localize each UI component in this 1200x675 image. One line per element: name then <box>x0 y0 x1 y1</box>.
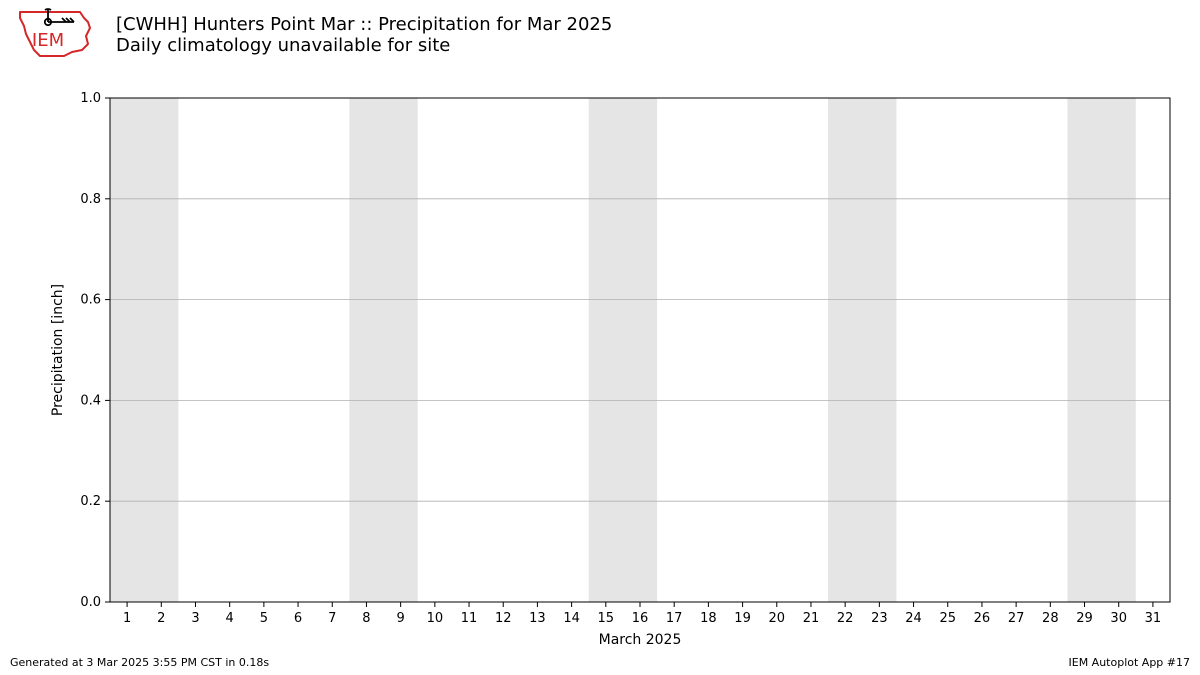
iem-logo: IEM <box>12 6 102 62</box>
title-line-1: [CWHH] Hunters Point Mar :: Precipitatio… <box>116 14 612 35</box>
xtick-label: 3 <box>191 611 199 626</box>
xtick-label: 5 <box>260 611 268 626</box>
x-axis-label: March 2025 <box>599 632 682 648</box>
precipitation-chart: 0.00.20.40.60.81.01234567891011121314151… <box>40 88 1190 662</box>
ytick-label: 0.4 <box>80 393 101 408</box>
ytick-label: 0.6 <box>80 293 101 308</box>
ytick-label: 0.2 <box>80 494 101 509</box>
xtick-label: 21 <box>803 611 820 626</box>
xtick-label: 30 <box>1110 611 1127 626</box>
xtick-label: 6 <box>294 611 302 626</box>
xtick-label: 2 <box>157 611 165 626</box>
weekend-band <box>349 98 417 602</box>
weekend-band <box>110 98 178 602</box>
xtick-label: 29 <box>1076 611 1093 626</box>
xtick-label: 13 <box>529 611 546 626</box>
title-line-2: Daily climatology unavailable for site <box>116 35 612 56</box>
xtick-label: 23 <box>871 611 888 626</box>
weekend-band <box>589 98 657 602</box>
xtick-label: 20 <box>769 611 786 626</box>
xtick-label: 31 <box>1145 611 1162 626</box>
footer-generated-text: Generated at 3 Mar 2025 3:55 PM CST in 0… <box>10 656 269 669</box>
ytick-label: 1.0 <box>80 91 101 106</box>
logo-text: IEM <box>32 30 64 51</box>
chart-title: [CWHH] Hunters Point Mar :: Precipitatio… <box>116 14 612 56</box>
xtick-label: 9 <box>397 611 405 626</box>
xtick-label: 4 <box>226 611 234 626</box>
xtick-label: 22 <box>837 611 854 626</box>
xtick-label: 26 <box>974 611 991 626</box>
ytick-label: 0.8 <box>80 192 101 207</box>
xtick-label: 28 <box>1042 611 1059 626</box>
xtick-label: 25 <box>939 611 956 626</box>
ytick-label: 0.0 <box>80 595 101 610</box>
footer-app-text: IEM Autoplot App #17 <box>1069 656 1191 669</box>
xtick-label: 15 <box>598 611 615 626</box>
xtick-label: 19 <box>734 611 751 626</box>
xtick-label: 10 <box>427 611 444 626</box>
xtick-label: 17 <box>666 611 683 626</box>
xtick-label: 8 <box>362 611 370 626</box>
xtick-label: 24 <box>905 611 922 626</box>
xtick-label: 27 <box>1008 611 1025 626</box>
xtick-label: 14 <box>563 611 580 626</box>
xtick-label: 7 <box>328 611 336 626</box>
xtick-label: 1 <box>123 611 131 626</box>
xtick-label: 16 <box>632 611 649 626</box>
xtick-label: 18 <box>700 611 717 626</box>
weekend-band <box>1067 98 1135 602</box>
xtick-label: 12 <box>495 611 512 626</box>
xtick-label: 11 <box>461 611 478 626</box>
y-axis-label: Precipitation [inch] <box>50 284 66 416</box>
weekend-band <box>828 98 896 602</box>
